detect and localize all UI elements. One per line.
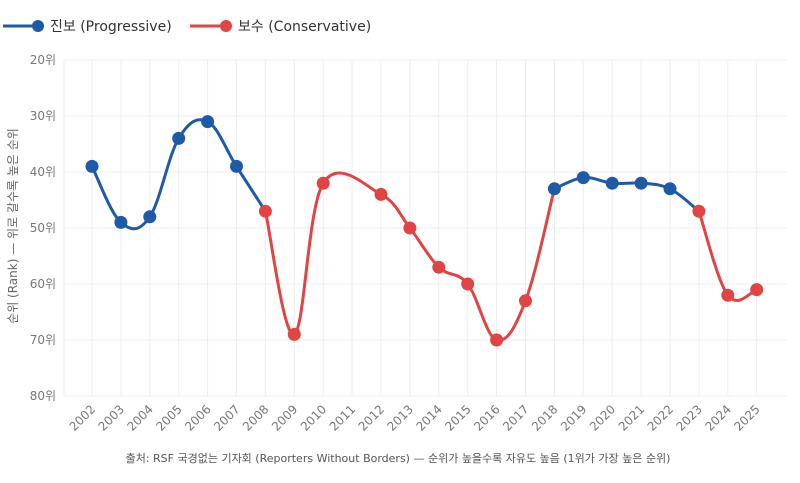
legend: 진보 (Progressive) 보수 (Conservative) xyxy=(3,19,371,35)
progressive-point-2006[interactable] xyxy=(201,115,215,129)
x-tick-label: 2014 xyxy=(413,402,444,433)
progressive-point-2019[interactable] xyxy=(576,171,590,185)
legend-conservative-marker xyxy=(220,20,232,32)
x-tick-label: 2008 xyxy=(240,402,271,433)
y-tick-label: 70위 xyxy=(30,333,56,347)
y-tick-label: 50위 xyxy=(30,221,56,235)
x-tick-label: 2006 xyxy=(182,402,213,433)
conservative-point-2017[interactable] xyxy=(519,294,532,308)
conservative-point-2013[interactable] xyxy=(403,221,417,235)
progressive-point-2003[interactable] xyxy=(114,215,128,229)
x-tick-label: 2021 xyxy=(616,402,647,433)
y-tick-label: 60위 xyxy=(30,277,56,291)
x-tick-label: 2011 xyxy=(327,402,358,433)
legend-item-progressive[interactable]: 진보 (Progressive) xyxy=(3,19,172,35)
conservative-point-2023[interactable] xyxy=(692,204,706,218)
y-axis-ticks: 20위 30위 40위 50위 60위 70위 80위 xyxy=(30,53,56,403)
conservative-point-2014[interactable] xyxy=(432,260,446,274)
x-tick-label: 2019 xyxy=(558,402,589,433)
x-tick-label: 2020 xyxy=(587,402,618,433)
conservative-point-2015[interactable] xyxy=(461,277,475,291)
legend-item-conservative[interactable]: 보수 (Conservative) xyxy=(190,19,371,35)
conservative-point-2008[interactable] xyxy=(258,204,272,218)
x-tick-label: 2013 xyxy=(385,402,416,433)
y-tick-label: 80위 xyxy=(30,389,56,403)
x-tick-label: 2018 xyxy=(529,402,560,433)
x-tick-label: 2022 xyxy=(645,402,676,433)
progressive-point-2007[interactable] xyxy=(230,159,243,173)
x-tick-label: 2025 xyxy=(731,402,762,433)
conservative-point-2012[interactable] xyxy=(374,187,388,201)
conservative-point-2024[interactable] xyxy=(721,288,735,302)
y-tick-label: 30위 xyxy=(30,109,56,123)
y-tick-label: 20위 xyxy=(30,53,56,67)
conservative-point-2009[interactable] xyxy=(287,327,301,341)
legend-progressive-marker xyxy=(32,20,44,32)
conservative-point-2010[interactable] xyxy=(316,176,330,190)
series-line-segment-3 xyxy=(552,176,701,213)
y-tick-label: 40위 xyxy=(30,165,56,179)
series-points xyxy=(85,115,764,347)
x-tick-label: 2003 xyxy=(96,402,127,433)
x-tick-label: 2010 xyxy=(298,402,329,433)
progressive-point-2004[interactable] xyxy=(143,210,157,224)
x-tick-label: 2009 xyxy=(269,402,300,433)
legend-conservative-label: 보수 (Conservative) xyxy=(238,19,371,35)
x-tick-label: 2024 xyxy=(702,402,733,433)
legend-progressive-label: 진보 (Progressive) xyxy=(50,19,172,35)
x-tick-label: 2012 xyxy=(356,402,387,433)
x-tick-label: 2004 xyxy=(124,402,155,433)
y-axis-label: 순위 (Rank) — 위로 갈수록 높은 순위 xyxy=(6,128,20,324)
progressive-point-2018[interactable] xyxy=(547,182,561,196)
x-tick-label: 2016 xyxy=(471,402,502,433)
conservative-point-2016[interactable] xyxy=(490,333,504,347)
progressive-point-2005[interactable] xyxy=(172,131,186,145)
series-lines xyxy=(90,118,759,342)
progressive-point-2002[interactable] xyxy=(85,159,99,173)
x-axis-ticks: 2002200320042005200620072008200920102011… xyxy=(67,402,763,433)
grid-lines xyxy=(63,59,786,397)
x-tick-label: 2002 xyxy=(67,402,98,433)
x-tick-label: 2015 xyxy=(442,402,473,433)
x-tick-label: 2023 xyxy=(674,402,705,433)
x-tick-label: 2007 xyxy=(211,402,242,433)
progressive-point-2022[interactable] xyxy=(663,182,677,196)
source-note: 출처: RSF 국경없는 기자회 (Reporters Without Bord… xyxy=(126,452,671,465)
x-tick-label: 2017 xyxy=(500,402,531,433)
progressive-point-2020[interactable] xyxy=(605,176,619,190)
x-tick-label: 2005 xyxy=(153,402,184,433)
conservative-point-2025[interactable] xyxy=(750,283,764,297)
progressive-point-2021[interactable] xyxy=(634,176,648,190)
